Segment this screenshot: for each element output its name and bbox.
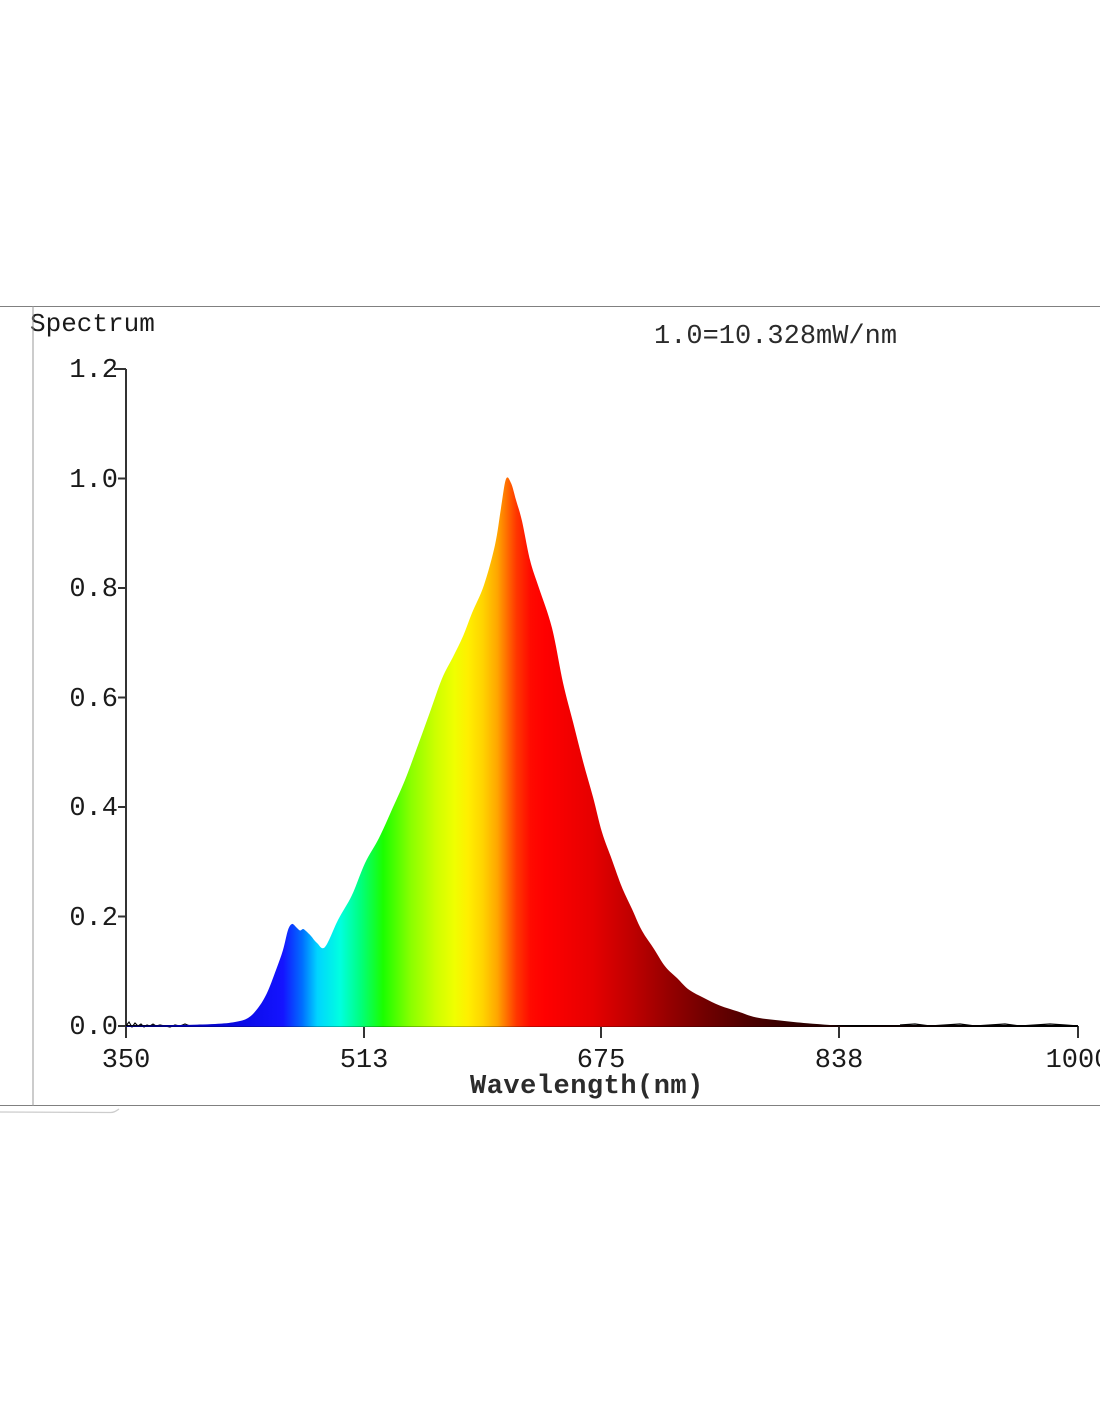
svg-text:0.8: 0.8 xyxy=(69,575,118,605)
svg-text:838: 838 xyxy=(815,1046,864,1076)
svg-text:0.0: 0.0 xyxy=(69,1013,118,1043)
svg-text:0.4: 0.4 xyxy=(69,794,118,824)
svg-text:1.2: 1.2 xyxy=(69,356,118,386)
svg-text:513: 513 xyxy=(340,1046,389,1076)
svg-text:675: 675 xyxy=(577,1046,626,1076)
svg-text:1000: 1000 xyxy=(1046,1046,1100,1076)
svg-text:0.6: 0.6 xyxy=(69,685,118,715)
svg-text:0.2: 0.2 xyxy=(69,904,118,934)
svg-text:1.0: 1.0 xyxy=(69,466,118,496)
svg-text:350: 350 xyxy=(102,1046,151,1076)
